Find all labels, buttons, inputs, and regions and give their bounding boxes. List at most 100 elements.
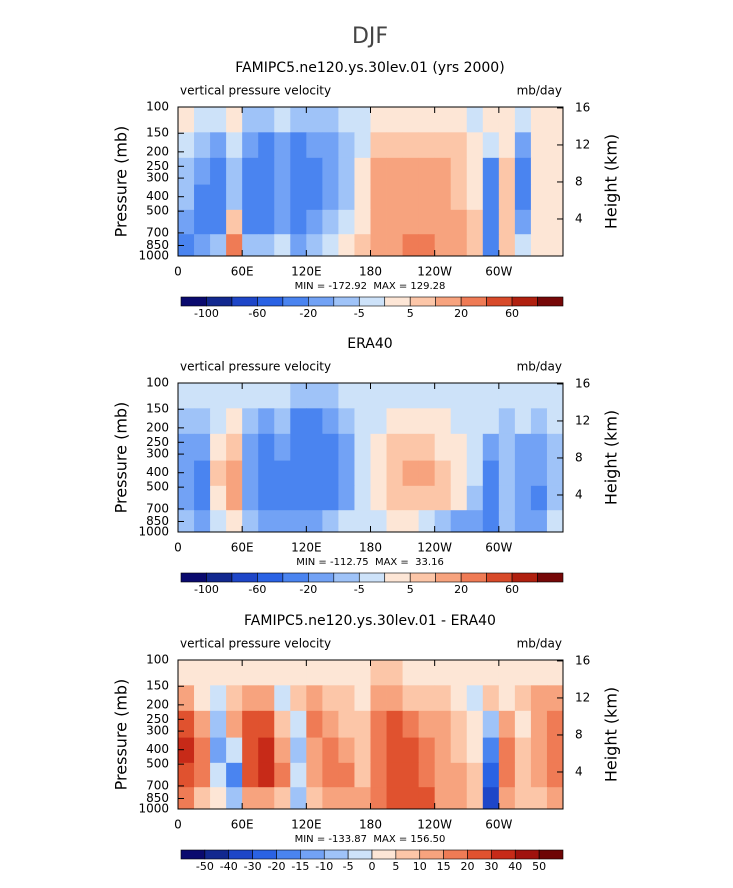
colorbar-label: 0: [369, 860, 376, 873]
contour-cell: [546, 685, 564, 712]
contour-cell: [498, 460, 516, 487]
contour-cell: [530, 510, 548, 533]
contour-cell: [226, 209, 243, 235]
contour-cell: [338, 209, 355, 235]
y2-tick-label: 8: [575, 727, 583, 741]
contour-cell: [482, 510, 500, 533]
contour-cell: [466, 710, 484, 738]
contour-cell: [242, 660, 259, 686]
colorbar-label: -20: [299, 307, 317, 320]
contour-cell: [178, 737, 195, 764]
contour-cell: [370, 107, 387, 133]
contour-cell: [466, 184, 484, 211]
contour-cell: [514, 433, 532, 461]
x-tick-label: 60W: [485, 265, 512, 279]
contour-cell: [242, 460, 259, 487]
x-tick-label: 120E: [291, 265, 322, 279]
y-tick-label: 850: [146, 791, 169, 805]
contour-cell: [434, 433, 452, 461]
contour-cell: [418, 132, 436, 159]
contour-cell: [354, 383, 371, 409]
contour-cell: [402, 433, 420, 461]
contour-cell: [386, 433, 403, 461]
contour-cell: [418, 209, 436, 235]
contour-cell: [402, 234, 420, 257]
contour-cell: [370, 787, 387, 810]
y2-tick-label: 12: [575, 690, 590, 704]
y-axis-label: Pressure (mb): [112, 126, 131, 238]
contour-cell: [258, 433, 275, 461]
colorbar-box: [276, 849, 301, 860]
contour-cell: [210, 787, 227, 810]
colorbar-box: [491, 849, 516, 860]
contour-cell: [242, 383, 259, 409]
contour-cell: [482, 132, 500, 159]
contour-cell: [530, 737, 548, 764]
colorbar-label: 30: [484, 860, 498, 873]
colorbar-box: [282, 572, 309, 583]
contour-cell: [514, 107, 532, 133]
y-tick-label: 850: [146, 238, 169, 252]
contour-cell: [418, 383, 436, 409]
contour-cell: [514, 157, 532, 185]
contour-cell: [386, 710, 403, 738]
x-tick-label: 120E: [291, 541, 322, 555]
contour-cell: [514, 787, 532, 810]
stats-annotation: MIN = -172.92 MAX = 129.28: [295, 281, 446, 292]
contour-cell: [242, 157, 259, 185]
contour-cell: [178, 132, 195, 159]
contour-cell: [402, 209, 420, 235]
contour-cell: [418, 433, 436, 461]
y-tick-label: 150: [146, 402, 169, 416]
x-tick-label: 120W: [417, 265, 452, 279]
contour-cell: [418, 234, 436, 257]
contour-cell: [450, 383, 468, 409]
colorbar-label: 60: [505, 307, 519, 320]
contour-cell: [338, 685, 355, 712]
x-tick-label: 120E: [291, 818, 322, 832]
contour-cell: [242, 485, 259, 511]
x-tick-label: 120W: [417, 541, 452, 555]
colorbar-label: -60: [248, 583, 266, 596]
contour-cell: [210, 762, 227, 788]
contour-cell: [434, 710, 452, 738]
contour-cell: [354, 787, 371, 810]
contour-cell: [530, 660, 548, 686]
x-tick-label: 180: [359, 541, 382, 555]
contour-cell: [178, 510, 195, 533]
contour-cell: [370, 710, 387, 738]
y-tick-label: 400: [146, 742, 169, 756]
y2-tick-label: 4: [575, 487, 583, 501]
colorbar-box: [486, 296, 513, 307]
contour-cell: [338, 485, 355, 511]
contour-cell: [546, 710, 564, 738]
contour-cell: [306, 685, 323, 712]
contour-cell: [466, 383, 484, 409]
contour-cell: [210, 460, 227, 487]
y-axis-label: Pressure (mb): [112, 679, 131, 791]
contour-cell: [530, 685, 548, 712]
contour-cell: [546, 737, 564, 764]
contour-cell: [226, 157, 243, 185]
contour-cell: [210, 510, 227, 533]
contour-cell: [354, 762, 371, 788]
colorbar-box: [511, 572, 538, 583]
contour-cell: [258, 234, 275, 257]
contour-cell: [434, 762, 452, 788]
contour-cell: [482, 383, 500, 409]
y2-tick-label: 12: [575, 413, 590, 427]
contour-cell: [210, 408, 227, 435]
contour-cell: [514, 485, 532, 511]
contour-cell: [210, 234, 227, 257]
contour-cell: [290, 737, 307, 764]
contour-cell: [466, 660, 484, 686]
contour-cell: [370, 157, 387, 185]
y-tick-label: 250: [146, 435, 169, 449]
contour-cell: [338, 132, 355, 159]
contour-cell: [226, 107, 243, 133]
y2-axis-label: Height (km): [602, 687, 621, 782]
contour-cell: [402, 132, 420, 159]
contour-cell: [274, 485, 291, 511]
contour-cell: [354, 408, 371, 435]
contour-cell: [178, 485, 195, 511]
